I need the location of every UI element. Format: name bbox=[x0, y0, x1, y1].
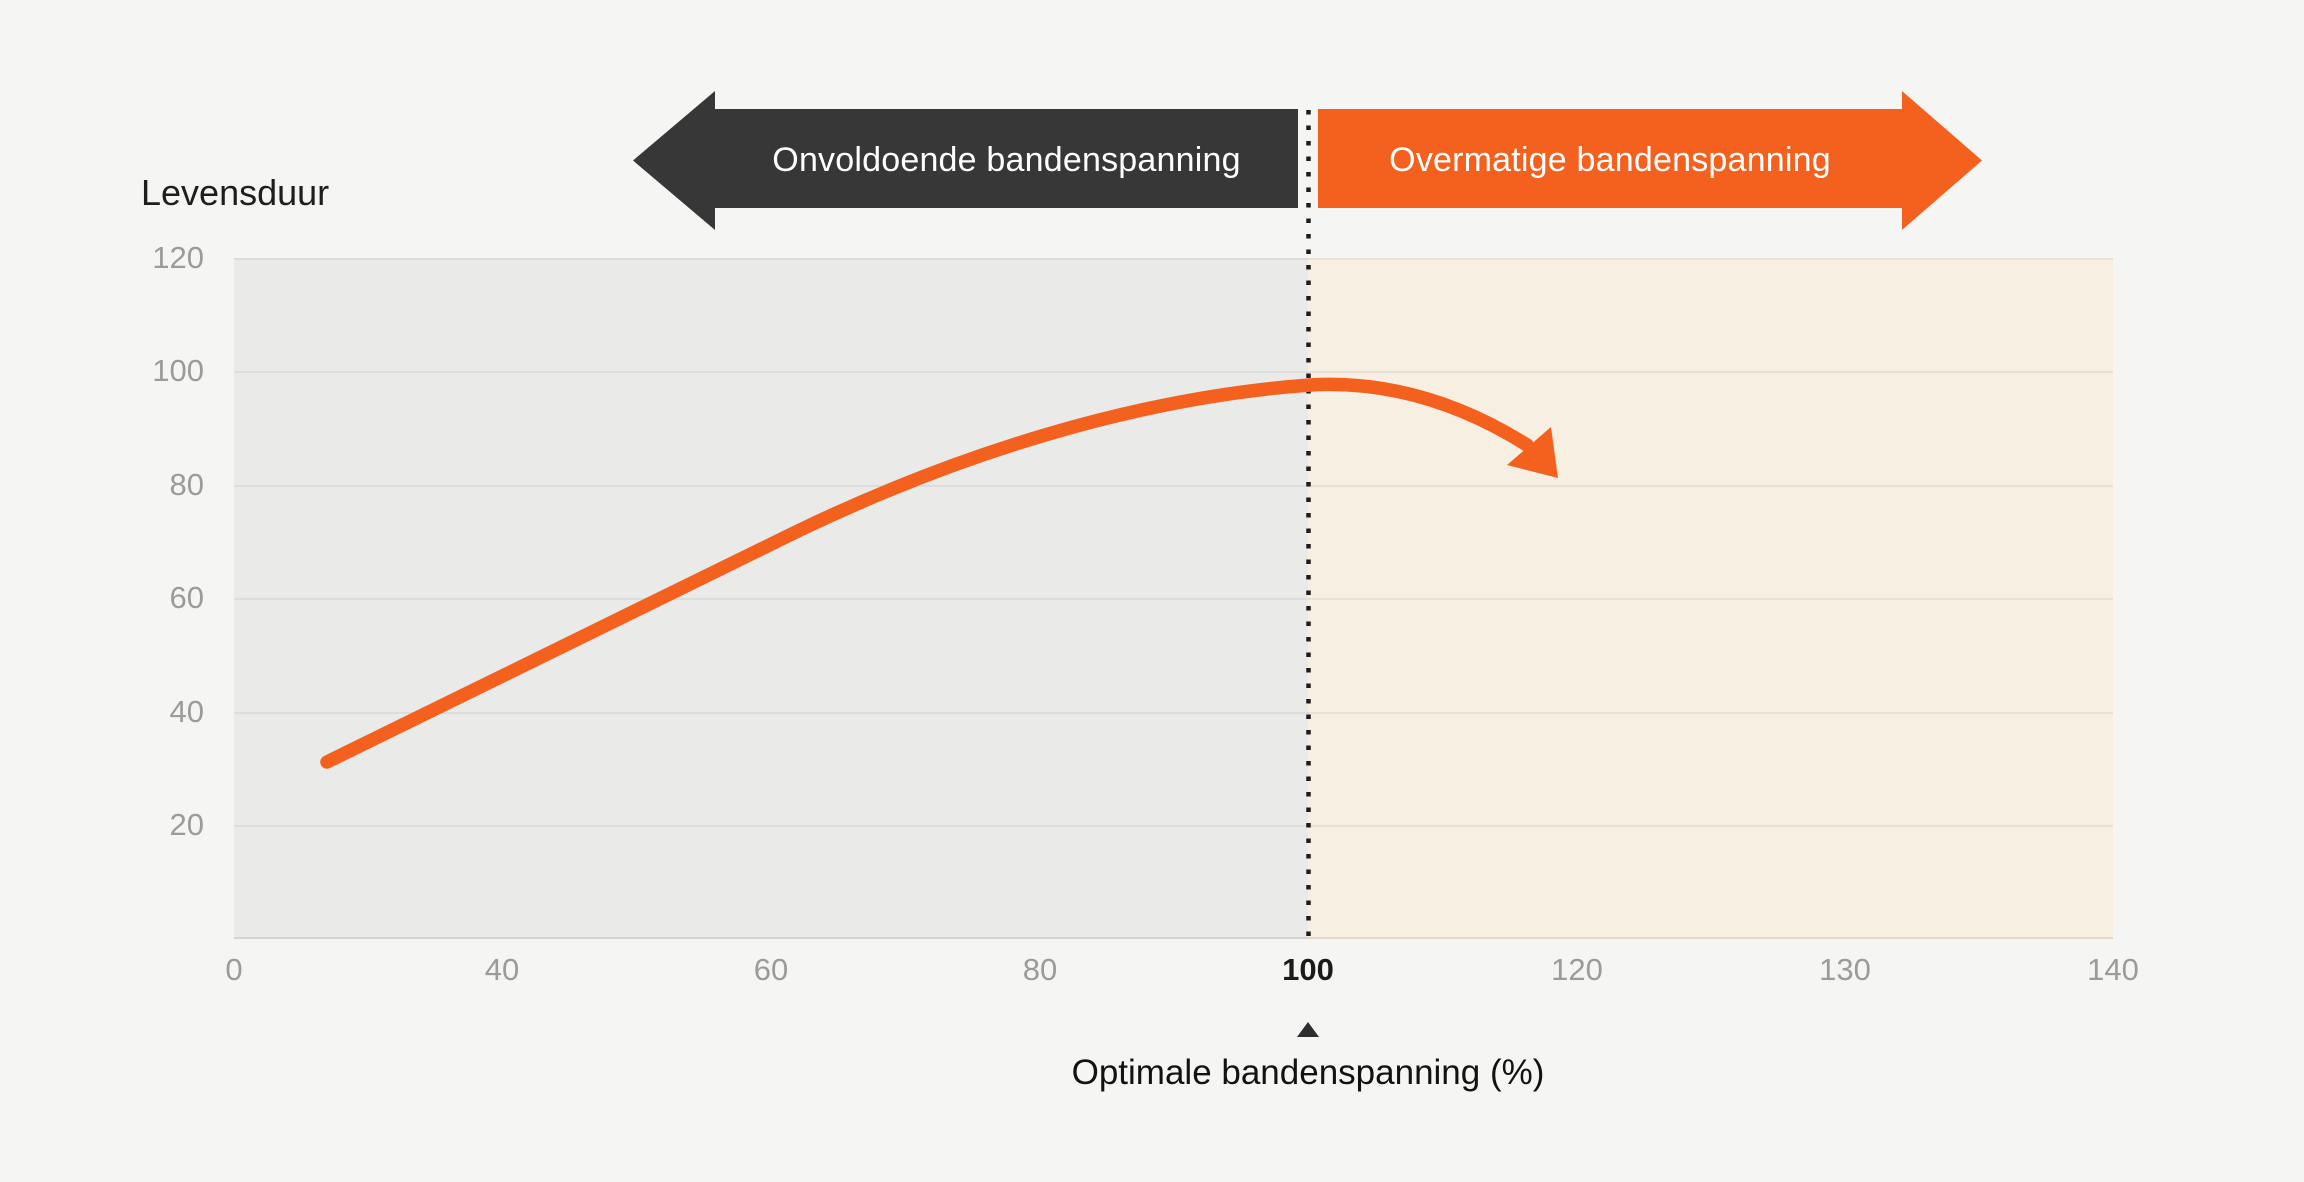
x-tick-60: 60 bbox=[753, 952, 789, 987]
x-tick-40: 40 bbox=[484, 952, 520, 987]
gridline-60 bbox=[234, 598, 2113, 600]
y-tick-80: 80 bbox=[169, 467, 204, 502]
x-tick-0: 0 bbox=[225, 952, 243, 987]
x-tick-140: 140 bbox=[2087, 952, 2139, 987]
x-axis-line bbox=[234, 937, 2113, 939]
gridline-80 bbox=[234, 485, 2113, 487]
overinflation-arrow: Overmatige bandenspanning bbox=[1318, 91, 1982, 230]
plot-area bbox=[234, 258, 2113, 939]
underinflation-arrow: Onvoldoende bandenspanning bbox=[633, 91, 1298, 230]
overinflation-arrow-label: Overmatige bandenspanning bbox=[1389, 141, 1831, 179]
x-tick-100: 100 bbox=[1282, 952, 1334, 987]
y-tick-40: 40 bbox=[169, 694, 204, 729]
x-tick-130: 130 bbox=[1819, 952, 1871, 987]
x-tick-80: 80 bbox=[1022, 952, 1058, 987]
y-tick-100: 100 bbox=[152, 353, 204, 388]
x-axis-title: Optimale bandenspanning (%) bbox=[1071, 1053, 1545, 1092]
gridline-120 bbox=[234, 258, 2113, 260]
y-tick-60: 60 bbox=[169, 580, 204, 615]
optimal-marker-icon bbox=[1297, 1022, 1319, 1037]
y-tick-20: 20 bbox=[169, 807, 204, 842]
x-tick-120: 120 bbox=[1551, 952, 1603, 987]
gridline-20 bbox=[234, 825, 2113, 827]
gridline-40 bbox=[234, 712, 2113, 714]
gridline-100 bbox=[234, 371, 2113, 373]
underinflation-arrow-label: Onvoldoende bandenspanning bbox=[772, 141, 1241, 179]
y-axis-title: Levensduur bbox=[141, 172, 330, 213]
y-tick-120: 120 bbox=[152, 240, 204, 275]
